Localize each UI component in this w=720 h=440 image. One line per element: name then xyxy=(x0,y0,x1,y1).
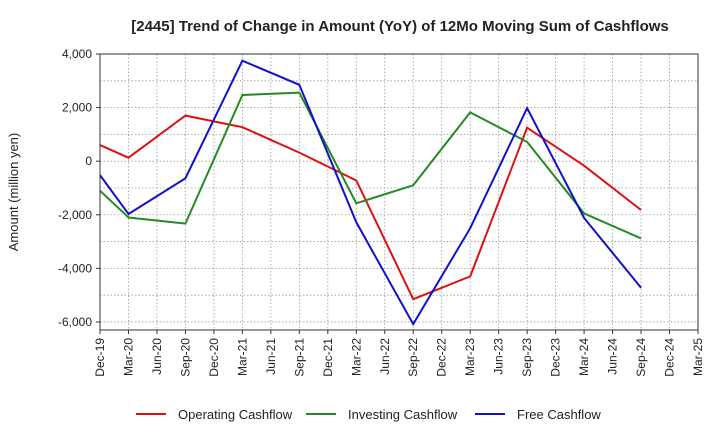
x-tick-label: Dec-22 xyxy=(435,338,449,377)
x-tick-label: Dec-19 xyxy=(93,338,107,377)
investing-cashflow-line xyxy=(99,91,642,240)
x-tick-label: Jun-20 xyxy=(150,338,164,375)
x-tick-label: Dec-23 xyxy=(549,338,563,377)
y-tick-label: -4,000 xyxy=(58,261,92,275)
x-tick-label: Mar-21 xyxy=(235,338,249,376)
x-tick-label: Dec-20 xyxy=(207,338,221,377)
x-tick-label: Mar-25 xyxy=(691,338,705,376)
y-tick-label: -6,000 xyxy=(58,315,92,329)
y-axis-ticks: 4,000 2,000 0 -2,000 -4,000 -6,000 xyxy=(58,47,100,329)
x-tick-label: Mar-22 xyxy=(349,338,363,376)
x-tick-label: Sep-22 xyxy=(406,338,420,377)
operating-cashflow-legend-label: Operating Cashflow xyxy=(178,407,293,422)
x-tick-label: Mar-20 xyxy=(121,338,135,376)
y-tick-label: 0 xyxy=(85,154,92,168)
operating-cashflow-line xyxy=(99,114,642,301)
investing-cashflow-legend-label: Investing Cashflow xyxy=(348,407,458,422)
x-tick-label: Mar-24 xyxy=(577,338,591,376)
plot-frame xyxy=(99,53,699,331)
x-tick-label: Dec-24 xyxy=(663,338,677,377)
free-cashflow-line xyxy=(99,59,642,327)
x-tick-label: Jun-24 xyxy=(606,338,620,375)
x-tick-label: Dec-21 xyxy=(321,338,335,377)
legend: Operating Cashflow Investing Cashflow Free… xyxy=(136,407,601,422)
x-axis-ticks: Dec-19 Mar-20 Jun-20 Sep-20 Dec-20 Mar-21 Jun-… xyxy=(93,330,705,377)
grid xyxy=(99,53,699,330)
chart-title: [2445] Trend of Change in Amount (YoY) o… xyxy=(131,18,669,35)
y-tick-label: -2,000 xyxy=(58,208,92,222)
x-tick-label: Jun-22 xyxy=(378,338,392,375)
y-axis-label: Amount (million yen) xyxy=(6,133,21,252)
x-tick-label: Sep-20 xyxy=(178,338,192,377)
x-tick-label: Sep-24 xyxy=(634,338,648,377)
x-tick-label: Jun-23 xyxy=(492,338,506,375)
x-tick-label: Sep-23 xyxy=(520,338,534,377)
x-tick-label: Mar-23 xyxy=(463,338,477,376)
y-tick-label: 4,000 xyxy=(62,47,92,61)
x-tick-label: Jun-21 xyxy=(264,338,278,375)
x-tick-label: Sep-21 xyxy=(292,338,306,377)
free-cashflow-legend-label: Free Cashflow xyxy=(517,407,601,422)
series-lines xyxy=(99,59,642,327)
y-tick-label: 2,000 xyxy=(62,101,92,115)
